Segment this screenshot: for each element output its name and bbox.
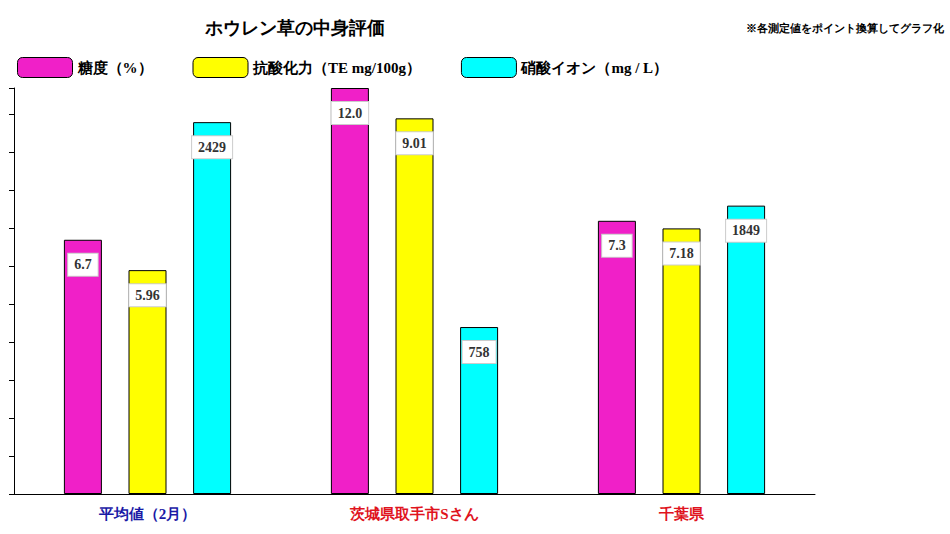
svg-text:7.3: 7.3 xyxy=(608,238,626,253)
svg-text:2429: 2429 xyxy=(198,140,226,155)
svg-text:6.7: 6.7 xyxy=(74,257,92,272)
svg-text:糖度（%）: 糖度（%） xyxy=(77,59,153,76)
svg-text:千葉県: 千葉県 xyxy=(658,506,705,522)
svg-text:1849: 1849 xyxy=(732,223,760,238)
svg-text:12.0: 12.0 xyxy=(338,106,363,121)
svg-text:7.18: 7.18 xyxy=(669,246,694,261)
svg-text:ホウレン草の中身評価: ホウレン草の中身評価 xyxy=(204,18,385,38)
svg-text:平均値（2月）: 平均値（2月） xyxy=(98,506,197,522)
svg-text:9.01: 9.01 xyxy=(402,136,427,151)
svg-text:758: 758 xyxy=(469,345,490,360)
svg-text:硝酸イオン（mg / L）: 硝酸イオン（mg / L） xyxy=(520,60,668,76)
svg-text:抗酸化力（TE mg/100g）: 抗酸化力（TE mg/100g） xyxy=(252,60,421,76)
svg-text:5.96: 5.96 xyxy=(135,288,160,303)
svg-text:※各測定値をポイント換算してグラフ化: ※各測定値をポイント換算してグラフ化 xyxy=(746,22,945,34)
svg-text:茨城県取手市Sさん: 茨城県取手市Sさん xyxy=(349,505,478,522)
